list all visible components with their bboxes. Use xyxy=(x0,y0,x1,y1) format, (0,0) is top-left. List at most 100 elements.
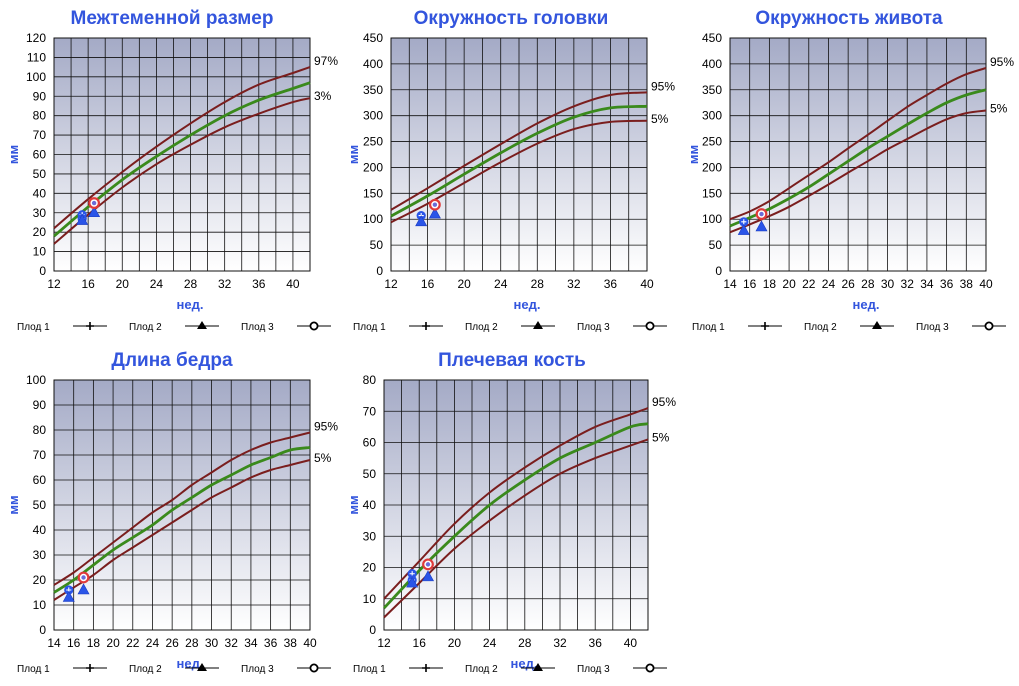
legend-label: Плод 3 xyxy=(577,322,610,333)
x-tick-label: 20 xyxy=(106,636,120,650)
chart-svg: Плечевая кость 0 10 20 30 40 50 60 70 80 12 16 20 24 2… xyxy=(346,350,676,675)
data-point-plus-marker xyxy=(739,217,749,227)
chart-svg: Окружность живота 0 50 100 150 200 250 300 350 40… xyxy=(686,8,1014,333)
legend-label: Плод 2 xyxy=(129,664,162,675)
chart-title: Окружность живота xyxy=(755,8,943,29)
x-tick-label: 18 xyxy=(87,636,101,650)
y-tick-label: 100 xyxy=(363,212,383,226)
x-tick-label: 32 xyxy=(553,636,567,650)
series-label-upper: 95% xyxy=(652,395,676,409)
series-line-upper xyxy=(53,431,311,586)
circle-marker-icon xyxy=(984,321,994,331)
x-tick-label: 12 xyxy=(377,636,391,650)
legend-item: Плод 1 xyxy=(353,664,443,675)
y-tick-label: 80 xyxy=(33,109,47,123)
data-point-circle-marker xyxy=(88,197,101,209)
legend-label: Плод 3 xyxy=(577,664,610,675)
x-tick-label: 32 xyxy=(567,277,581,291)
y-tick-label: 250 xyxy=(363,135,383,149)
circle-marker-icon xyxy=(309,321,319,331)
circle-marker-icon xyxy=(645,663,655,673)
y-tick-label: 150 xyxy=(363,186,383,200)
y-tick-label: 20 xyxy=(33,573,47,587)
x-tick-label: 16 xyxy=(413,636,427,650)
legend-item: Плод 3 xyxy=(577,663,667,675)
x-tick-label: 12 xyxy=(384,277,398,291)
y-tick-label: 70 xyxy=(33,448,47,462)
y-tick-label: 20 xyxy=(33,225,47,239)
legend-label: Плод 1 xyxy=(17,322,50,333)
y-tick-label: 50 xyxy=(33,498,47,512)
y-axis-label: мм xyxy=(346,145,361,164)
legend-label: Плод 1 xyxy=(353,664,386,675)
x-tick-label: 16 xyxy=(421,277,435,291)
x-tick-label: 28 xyxy=(861,277,875,291)
x-tick-label: 16 xyxy=(81,277,95,291)
x-tick-label: 40 xyxy=(303,636,317,650)
x-tick-label: 40 xyxy=(640,277,654,291)
data-point-triangle-marker xyxy=(428,207,441,219)
legend-label: Плод 3 xyxy=(916,322,949,333)
x-tick-label: 32 xyxy=(218,277,232,291)
series-label-upper: 95% xyxy=(651,79,675,93)
x-tick-label: 24 xyxy=(146,636,160,650)
legend-item: Плод 1 xyxy=(692,322,782,333)
x-tick-label: 20 xyxy=(448,636,462,650)
triangle-marker-icon xyxy=(872,321,882,329)
y-tick-label: 40 xyxy=(33,186,47,200)
y-tick-label: 80 xyxy=(363,373,377,387)
y-tick-label: 10 xyxy=(363,592,377,606)
x-tick-label: 32 xyxy=(225,636,239,650)
chart-panel: Длина бедра 0 10 20 30 40 50 60 70 80 90 100 14 16 18 2… xyxy=(0,342,340,686)
y-tick-label: 70 xyxy=(363,404,377,418)
triangle-marker-icon xyxy=(533,663,543,671)
y-tick-label: 50 xyxy=(363,467,377,481)
chart-svg: Окружность головки 0 50 100 150 200 250 300 350 4… xyxy=(346,8,675,333)
y-tick-label: 100 xyxy=(702,212,722,226)
legend-item: Плод 2 xyxy=(465,321,555,333)
x-tick-label: 12 xyxy=(47,277,61,291)
chart-panel: Окружность головки 0 50 100 150 200 250 300 350 4… xyxy=(340,0,680,344)
y-tick-label: 110 xyxy=(27,50,46,64)
y-tick-label: 50 xyxy=(709,238,723,252)
y-tick-label: 30 xyxy=(33,548,47,562)
y-tick-label: 300 xyxy=(363,109,383,123)
chart-panel: Межтеменной размер 0 10 20 30 40 50 60 70 80 90 100… xyxy=(0,0,340,344)
y-tick-label: 90 xyxy=(33,398,47,412)
y-tick-label: 30 xyxy=(33,206,47,220)
y-tick-label: 40 xyxy=(33,523,47,537)
y-tick-label: 350 xyxy=(702,83,722,97)
x-tick-label: 20 xyxy=(782,277,796,291)
plus-marker-icon xyxy=(86,322,94,330)
legend-label: Плод 2 xyxy=(129,322,162,333)
data-point-triangle-marker xyxy=(737,223,750,235)
data-point-triangle-marker xyxy=(76,213,89,225)
triangle-marker-icon xyxy=(197,321,207,329)
y-tick-label: 450 xyxy=(702,31,722,45)
y-tick-label: 100 xyxy=(26,373,46,387)
y-tick-label: 300 xyxy=(702,109,722,123)
legend-label: Плод 2 xyxy=(804,322,837,333)
x-tick-label: 38 xyxy=(284,636,298,650)
chart-title: Плечевая кость xyxy=(438,350,586,371)
y-tick-label: 0 xyxy=(376,264,383,278)
series-line-lower xyxy=(53,459,311,601)
y-tick-label: 200 xyxy=(702,160,722,174)
legend-item: Плод 1 xyxy=(353,322,443,333)
y-tick-label: 50 xyxy=(370,238,384,252)
data-point-triangle-marker xyxy=(62,590,75,602)
triangle-marker-icon xyxy=(533,321,543,329)
y-tick-label: 0 xyxy=(39,623,46,637)
legend-item: Плод 2 xyxy=(465,663,555,675)
legend-item: Плод 3 xyxy=(916,321,1006,333)
y-tick-label: 120 xyxy=(26,31,46,45)
y-tick-label: 0 xyxy=(715,264,722,278)
series-label-upper: 97% xyxy=(314,54,338,68)
y-tick-label: 250 xyxy=(702,135,722,149)
legend-item: Плод 3 xyxy=(241,321,331,333)
y-tick-label: 80 xyxy=(33,423,47,437)
legend-item: Плод 1 xyxy=(17,664,107,675)
x-tick-label: 24 xyxy=(150,277,164,291)
y-tick-label: 90 xyxy=(33,89,47,103)
plus-marker-icon xyxy=(86,664,94,672)
